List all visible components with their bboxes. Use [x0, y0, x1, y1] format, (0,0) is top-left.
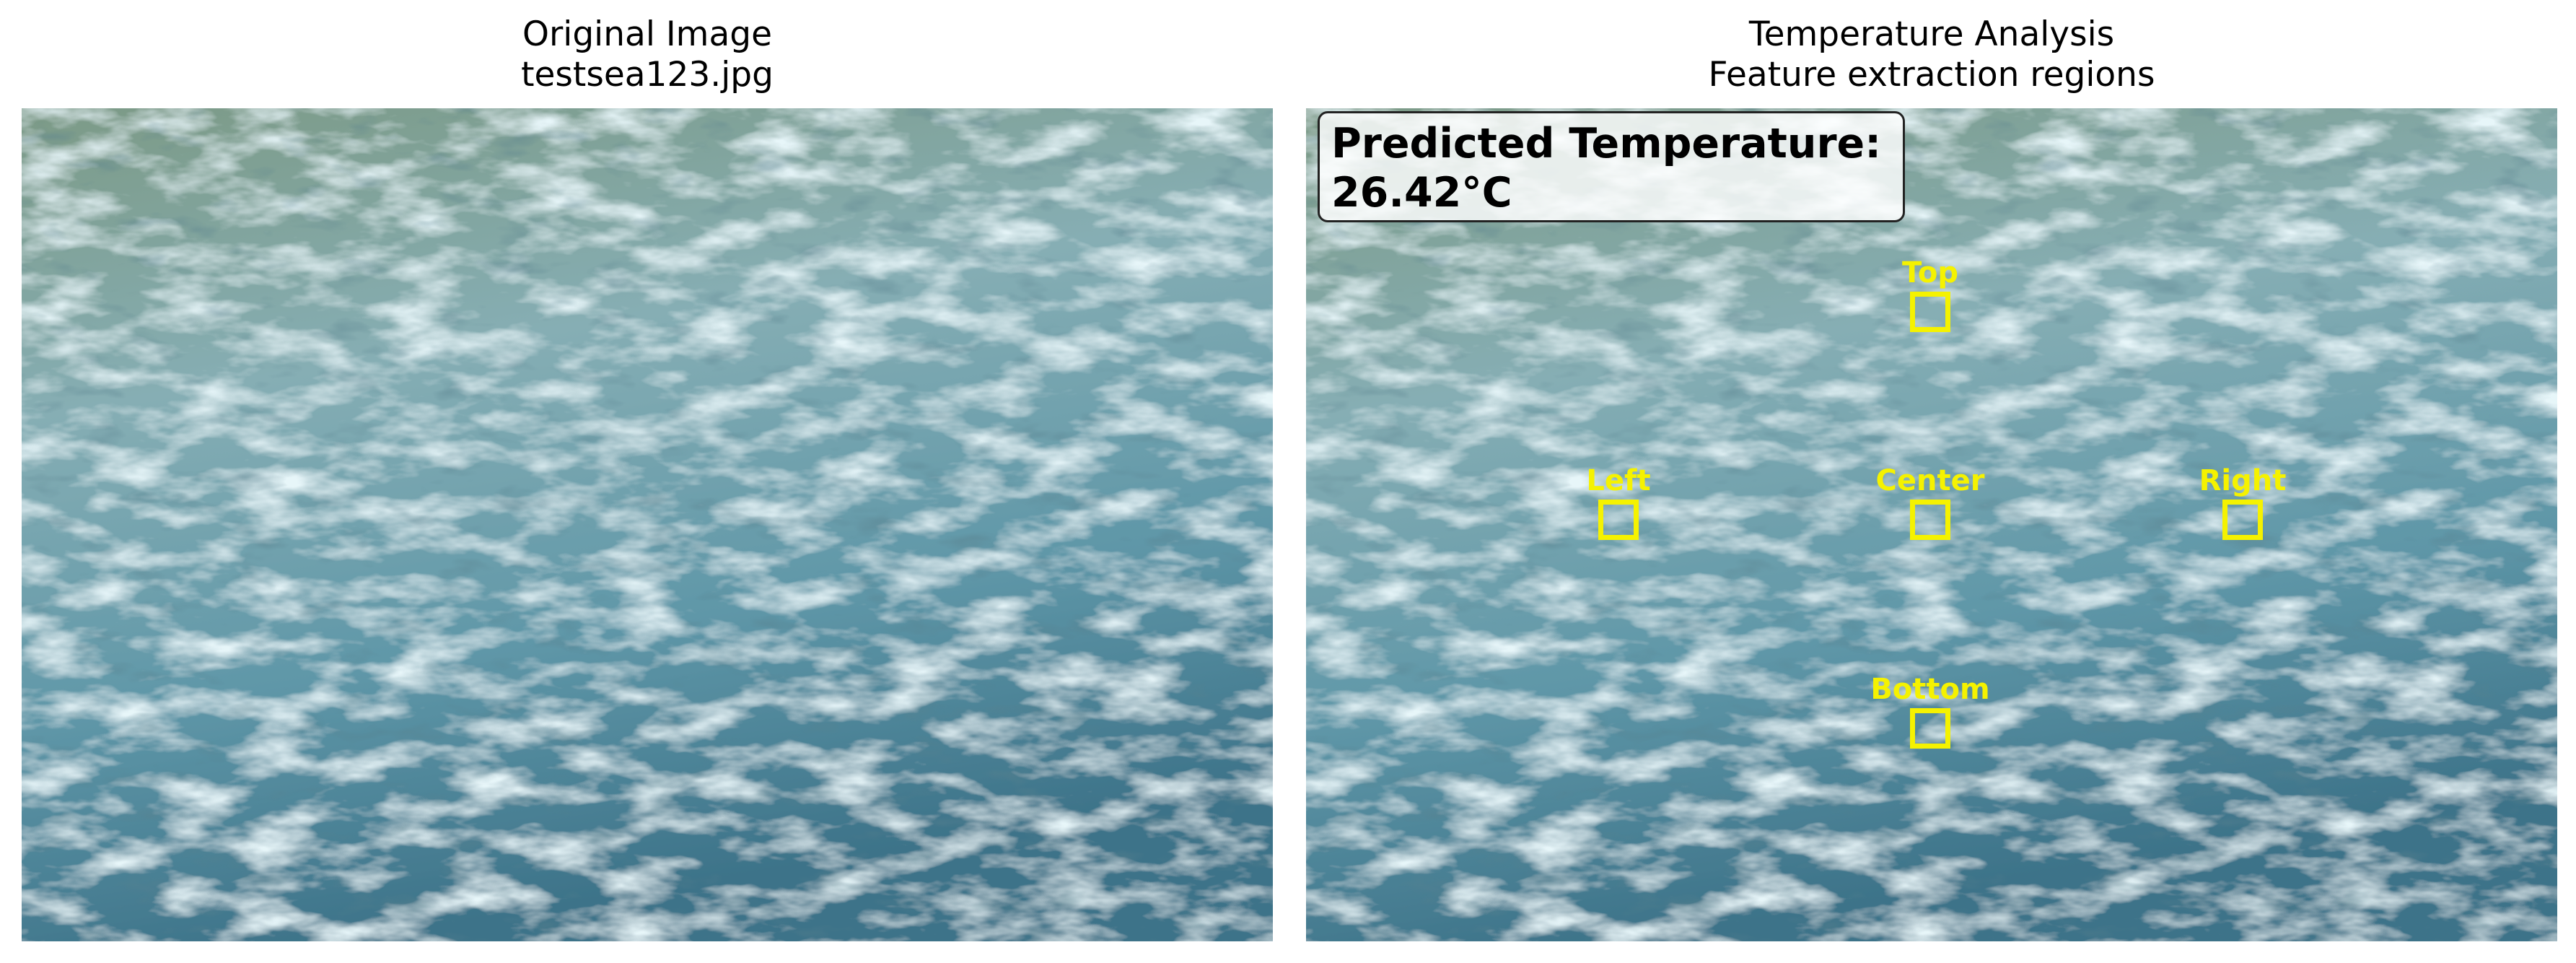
original-image-title: Original Image testsea123.jpg: [22, 14, 1273, 95]
sea-water-texture-analysis: [1306, 108, 2557, 941]
region-label-center: Center: [1875, 464, 1985, 497]
original-image-filename: testsea123.jpg: [521, 55, 774, 95]
region-box-top: [1910, 292, 1950, 332]
temperature-analysis-image: Predicted Temperature: 26.42°C Top Left …: [1306, 108, 2557, 941]
temperature-analysis-title-line1: Temperature Analysis: [1748, 14, 2115, 54]
region-label-bottom: Bottom: [1870, 673, 1990, 706]
region-box-bottom: [1910, 708, 1950, 749]
region-label-left: Left: [1586, 464, 1651, 497]
original-image-title-line1: Original Image: [522, 14, 773, 54]
region-box-left: [1598, 500, 1639, 540]
region-box-right: [2222, 500, 2263, 540]
temperature-analysis-subtitle: Feature extraction regions: [1708, 55, 2155, 95]
predicted-temperature-value: 26.42°C: [1331, 169, 1512, 217]
region-label-right: Right: [2199, 464, 2287, 497]
region-label-top: Top: [1901, 256, 1959, 289]
temperature-analysis-title: Temperature Analysis Feature extraction …: [1306, 14, 2557, 95]
sea-water-texture: [22, 108, 1273, 941]
region-box-center: [1910, 500, 1950, 540]
original-sea-image: [22, 108, 1273, 941]
predicted-temperature-box: Predicted Temperature: 26.42°C: [1318, 111, 1905, 222]
predicted-temperature-label: Predicted Temperature:: [1331, 120, 1882, 167]
